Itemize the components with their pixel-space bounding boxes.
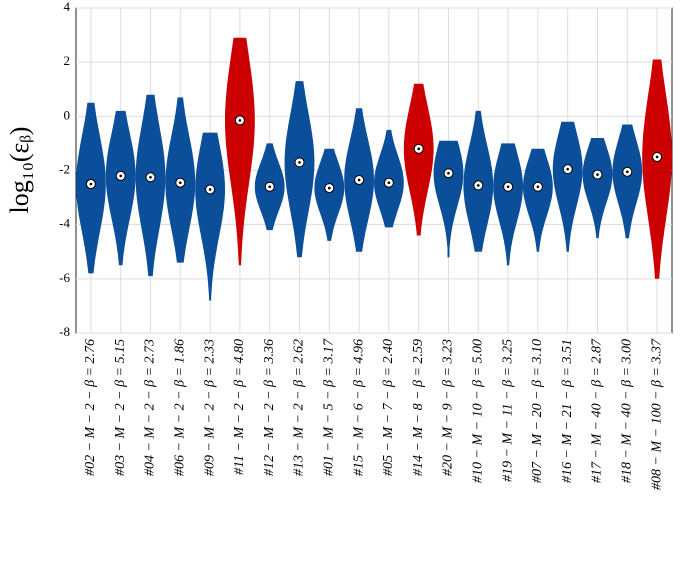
median-dot (447, 171, 450, 175)
violin (552, 121, 583, 252)
x-tick-label: #17 − M − 40 − β = 2.87 (590, 338, 605, 483)
median-dot (119, 174, 122, 178)
x-tick-label: #08 − M − 100 − β = 3.37 (649, 338, 664, 490)
y-tick-label: -2 (59, 161, 70, 176)
median-dot (506, 185, 510, 189)
x-tick-label: #13 − M − 2 − β = 2.62 (292, 339, 307, 476)
x-tick-label: #02 − M − 2 − β = 2.76 (83, 339, 98, 476)
x-tick-label: #10 − M − 10 − β = 5.00 (471, 339, 486, 483)
y-tick-label: 2 (64, 53, 71, 68)
median-dot (208, 188, 212, 191)
median-dot (387, 181, 391, 184)
x-tick-label: #05 − M − 7 − β = 2.40 (381, 339, 396, 476)
x-tick-label: #11 − M − 2 − β = 4.80 (232, 339, 247, 475)
x-tick-label: #20 − M − 9 − β = 3.23 (441, 339, 456, 476)
x-tick-label: #04 − M − 2 − β = 2.73 (143, 339, 158, 476)
x-tick-label: #16 − M − 21 − β = 3.51 (560, 339, 575, 483)
median-dot (268, 185, 272, 189)
median-dot (149, 175, 152, 179)
x-tick-label: #09 − M − 2 − β = 2.33 (202, 339, 217, 476)
median-dot (238, 119, 242, 122)
violin (195, 132, 225, 301)
x-tick-label: #03 − M − 2 − β = 5.15 (113, 339, 128, 476)
median-dot (298, 161, 301, 164)
violin (314, 148, 345, 241)
violin (135, 94, 166, 277)
x-tick-label: #07 − M − 20 − β = 3.10 (530, 339, 545, 483)
violin (225, 37, 255, 266)
violin (105, 110, 136, 266)
median-dot (477, 184, 480, 187)
violin (523, 148, 553, 252)
violin (493, 143, 523, 266)
violin (403, 83, 434, 236)
y-tick-label: 4 (64, 0, 71, 14)
median-dot (89, 182, 93, 186)
median-dot (179, 181, 182, 184)
x-tick-label: #19 − M − 11 − β = 3.25 (500, 339, 515, 482)
x-tick-label: #06 − M − 2 − β = 1.86 (173, 339, 188, 476)
median-dot (417, 147, 421, 151)
y-tick-label: 0 (64, 107, 71, 122)
median-dot (328, 186, 331, 190)
median-dot (566, 167, 569, 171)
x-tick-label: #18 − M − 40 − β = 3.00 (620, 339, 635, 483)
y-tick-label: -4 (59, 216, 70, 231)
violin (612, 124, 643, 239)
y-tick-label: -8 (59, 324, 70, 339)
y-tick-label: -6 (59, 270, 70, 285)
median-dot (655, 155, 659, 159)
x-tick-label: #01 − M − 5 − β = 3.17 (322, 338, 337, 476)
y-axis-label: log₁₀(εᵦ) (5, 127, 34, 214)
x-tick-label: #15 − M − 6 − β = 4.96 (351, 339, 366, 476)
violin (582, 138, 613, 239)
violin (642, 59, 672, 279)
median-dot (357, 178, 361, 182)
violin (433, 140, 464, 258)
median-dot (596, 173, 599, 176)
violin (284, 81, 315, 258)
x-tick-label: #14 − M − 8 − β = 2.59 (411, 339, 426, 476)
median-dot (626, 170, 629, 174)
x-tick-label: #12 − M − 2 − β = 3.36 (262, 339, 277, 476)
median-dot (536, 185, 540, 189)
